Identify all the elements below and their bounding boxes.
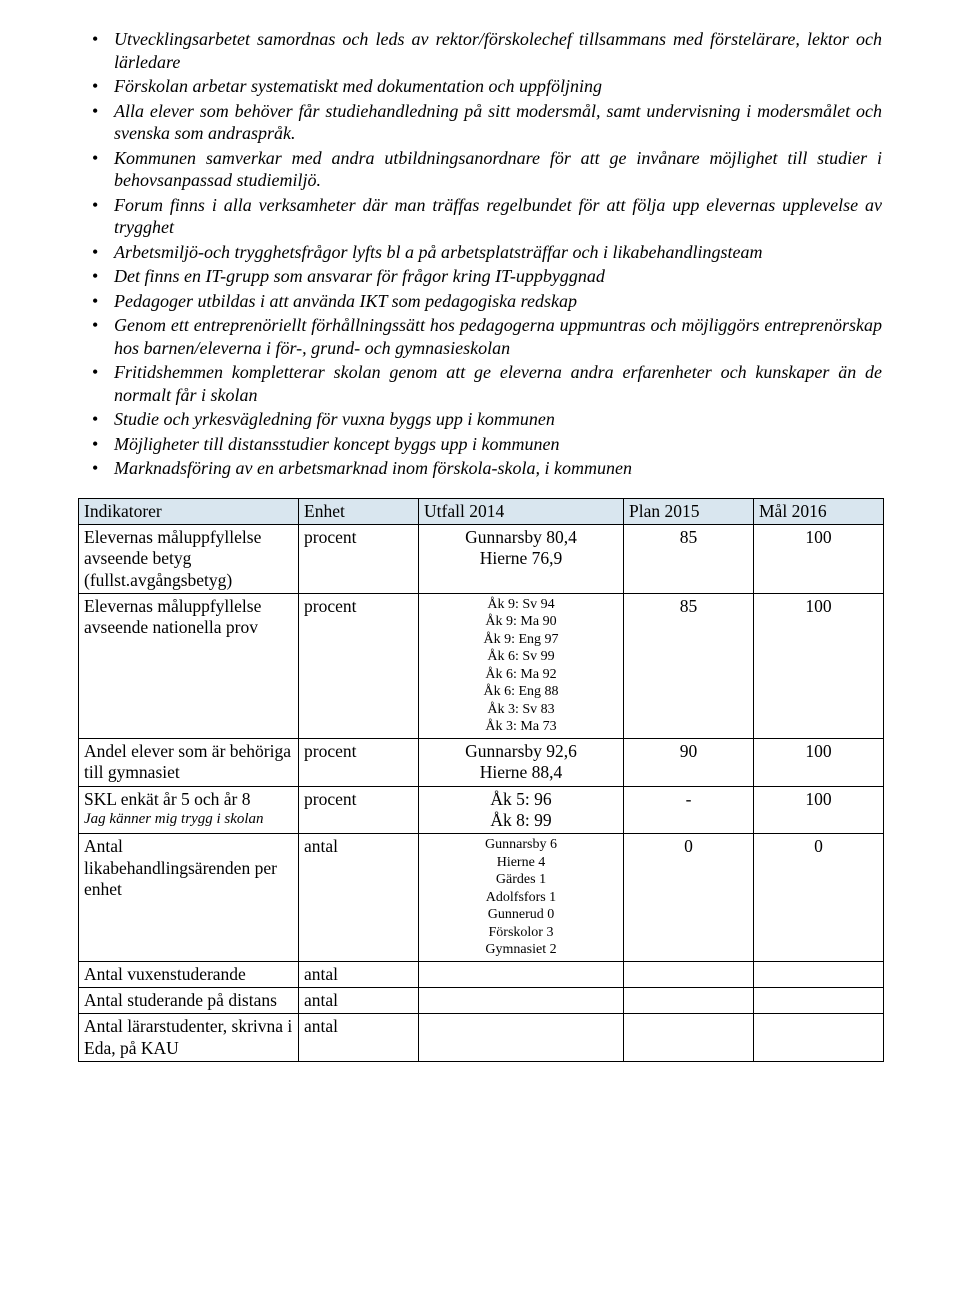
cell-goal: 0 [754,834,884,962]
table-row: Elevernas måluppfyllelse avseende betyg … [79,524,884,593]
col-header-utfall: Utfall 2014 [419,498,624,524]
col-header-plan: Plan 2015 [624,498,754,524]
cell-outcome: Åk 5: 96Åk 8: 99 [419,786,624,834]
cell-goal [754,1014,884,1062]
table-row: Antal vuxenstuderande antal [79,961,884,987]
bullet-item: Utvecklingsarbetet samordnas och leds av… [78,28,882,73]
cell-goal: 100 [754,786,884,834]
table-row: Antal studerande på distans antal [79,988,884,1014]
bullet-item: Alla elever som behöver får studiehandle… [78,100,882,145]
cell-plan [624,1014,754,1062]
bullet-item: Det finns en IT-grupp som ansvarar för f… [78,265,882,288]
bullet-item: Pedagoger utbildas i att använda IKT som… [78,290,882,313]
cell-indicator: SKL enkät år 5 och år 8 Jag känner mig t… [79,786,299,834]
cell-indicator-sub: Jag känner mig trygg i skolan [84,810,293,828]
cell-outcome: Åk 9: Sv 94Åk 9: Ma 90Åk 9: Eng 97Åk 6: … [419,593,624,738]
bullet-item: Möjligheter till distansstudier koncept … [78,433,882,456]
bullet-item: Forum finns i alla verksamheter där man … [78,194,882,239]
cell-unit: procent [299,786,419,834]
table-row: SKL enkät år 5 och år 8 Jag känner mig t… [79,786,884,834]
bullet-item: Förskolan arbetar systematiskt med dokum… [78,75,882,98]
cell-plan: - [624,786,754,834]
bullet-item: Kommunen samverkar med andra utbildnings… [78,147,882,192]
cell-plan [624,988,754,1014]
cell-indicator: Antal lärarstudenter, skrivna i Eda, på … [79,1014,299,1062]
bullet-item: Marknadsföring av en arbetsmarknad inom … [78,457,882,480]
cell-indicator: Antal vuxenstuderande [79,961,299,987]
cell-outcome [419,961,624,987]
cell-unit: antal [299,1014,419,1062]
table-header-row: Indikatorer Enhet Utfall 2014 Plan 2015 … [79,498,884,524]
indicator-table: Indikatorer Enhet Utfall 2014 Plan 2015 … [78,498,884,1063]
cell-goal [754,961,884,987]
cell-goal: 100 [754,593,884,738]
cell-plan [624,961,754,987]
table-row: Antal lärarstudenter, skrivna i Eda, på … [79,1014,884,1062]
table-row: Elevernas måluppfyllelse avseende nation… [79,593,884,738]
cell-outcome [419,988,624,1014]
cell-plan: 90 [624,738,754,786]
cell-goal: 100 [754,524,884,593]
cell-goal: 100 [754,738,884,786]
cell-goal [754,988,884,1014]
cell-plan: 0 [624,834,754,962]
bullet-item: Fritidshemmen kompletterar skolan genom … [78,361,882,406]
cell-plan: 85 [624,524,754,593]
bullet-item: Studie och yrkesvägledning för vuxna byg… [78,408,882,431]
cell-indicator: Elevernas måluppfyllelse avseende betyg … [79,524,299,593]
cell-outcome [419,1014,624,1062]
cell-indicator: Antal studerande på distans [79,988,299,1014]
cell-indicator: Antal likabehandlingsärenden per enhet [79,834,299,962]
col-header-indikatorer: Indikatorer [79,498,299,524]
bullet-item: Arbetsmiljö-och trygghetsfrågor lyfts bl… [78,241,882,264]
cell-indicator: Andel elever som är behöriga till gymnas… [79,738,299,786]
bullet-item: Genom ett entreprenöriellt förhållningss… [78,314,882,359]
col-header-enhet: Enhet [299,498,419,524]
table-row: Andel elever som är behöriga till gymnas… [79,738,884,786]
cell-outcome: Gunnarsby 92,6Hierne 88,4 [419,738,624,786]
cell-unit: antal [299,961,419,987]
cell-unit: procent [299,738,419,786]
cell-outcome: Gunnarsby 6Hierne 4Gärdes 1Adolfsfors 1G… [419,834,624,962]
cell-unit: procent [299,524,419,593]
cell-unit: antal [299,988,419,1014]
cell-unit: antal [299,834,419,962]
bullet-list: Utvecklingsarbetet samordnas och leds av… [78,28,882,480]
cell-indicator: Elevernas måluppfyllelse avseende nation… [79,593,299,738]
cell-plan: 85 [624,593,754,738]
cell-outcome: Gunnarsby 80,4Hierne 76,9 [419,524,624,593]
table-row: Antal likabehandlingsärenden per enhet a… [79,834,884,962]
cell-unit: procent [299,593,419,738]
col-header-mal: Mål 2016 [754,498,884,524]
cell-indicator-main: SKL enkät år 5 och år 8 [84,789,251,809]
